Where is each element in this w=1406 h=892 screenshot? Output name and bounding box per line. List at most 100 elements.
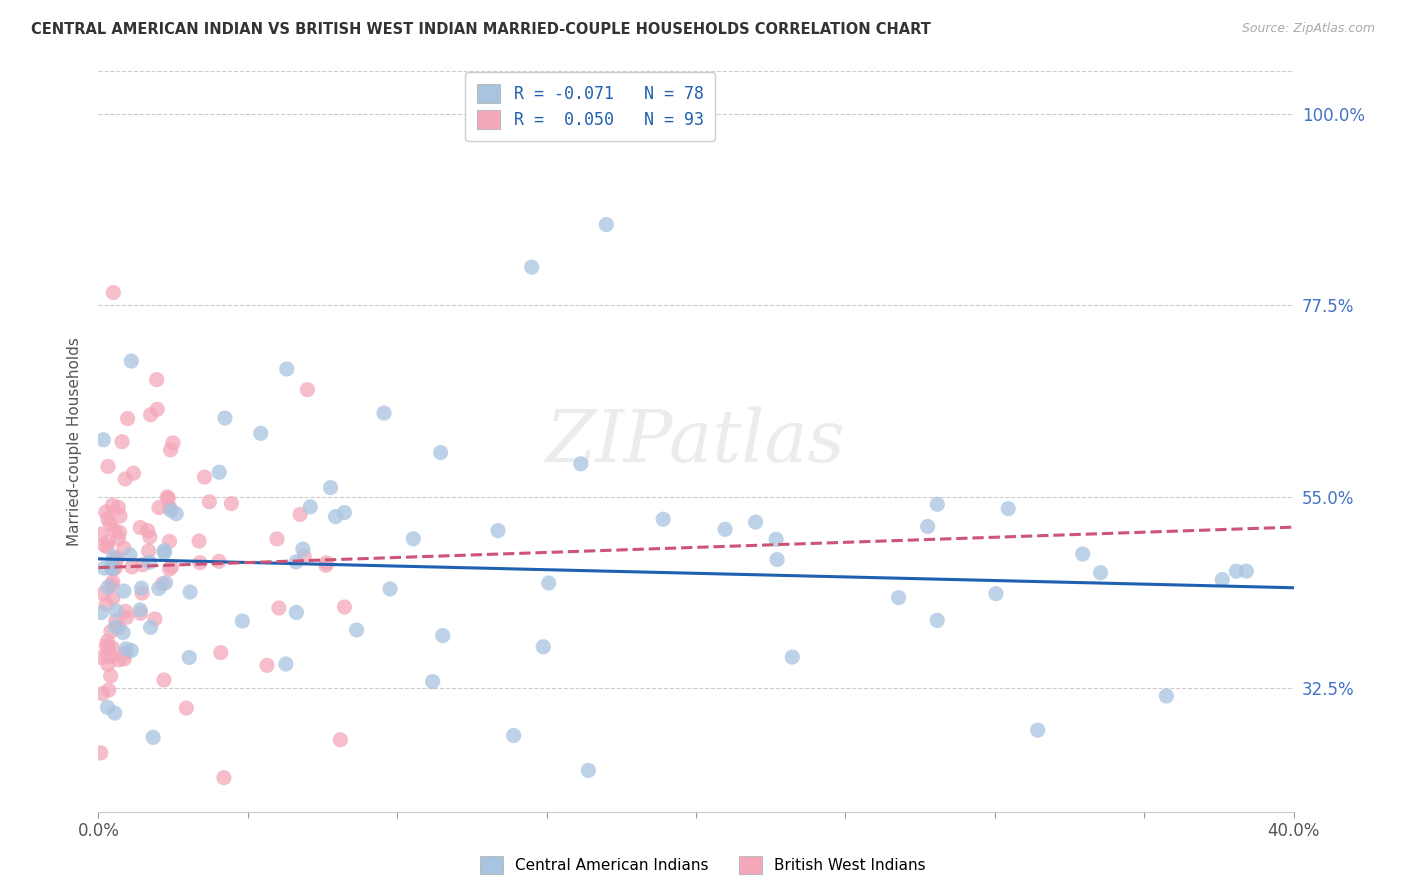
- Legend: Central American Indians, British West Indians: Central American Indians, British West I…: [474, 850, 932, 880]
- Point: [93, 561, 115, 575]
- Point: [139, 530, 162, 544]
- Point: [108, 508, 131, 523]
- Point: [176, 701, 198, 715]
- Point: [112, 541, 135, 555]
- Point: [129, 603, 152, 617]
- Point: [107, 500, 129, 515]
- Point: [569, 457, 592, 471]
- Point: [1090, 566, 1112, 580]
- Legend: R = -0.071   N = 78, R =  0.050   N = 93: R = -0.071 N = 78, R = 0.050 N = 93: [465, 72, 716, 141]
- Point: [595, 218, 617, 232]
- Point: [927, 497, 949, 511]
- Point: [115, 641, 138, 656]
- Point: [107, 532, 129, 546]
- Point: [96, 639, 118, 653]
- Point: [129, 520, 152, 534]
- Point: [93, 538, 115, 552]
- Point: [96, 634, 118, 648]
- Point: [153, 546, 176, 560]
- Point: [153, 673, 176, 687]
- Point: [97, 657, 120, 672]
- Point: [221, 497, 243, 511]
- Point: [108, 620, 131, 634]
- Point: [537, 576, 560, 591]
- Point: [291, 542, 314, 557]
- Point: [179, 650, 201, 665]
- Point: [122, 466, 145, 480]
- Point: [288, 508, 311, 522]
- Point: [193, 470, 215, 484]
- Point: [120, 354, 142, 368]
- Point: [162, 436, 184, 450]
- Point: [121, 560, 143, 574]
- Point: [782, 650, 804, 665]
- Point: [179, 585, 201, 599]
- Point: [90, 606, 112, 620]
- Point: [112, 584, 135, 599]
- Point: [156, 490, 179, 504]
- Point: [274, 657, 297, 671]
- Point: [96, 700, 118, 714]
- Point: [94, 505, 117, 519]
- Point: [266, 532, 288, 546]
- Point: [160, 503, 183, 517]
- Point: [142, 731, 165, 745]
- Point: [100, 669, 122, 683]
- Point: [1211, 573, 1233, 587]
- Point: [267, 601, 290, 615]
- Point: [93, 586, 115, 600]
- Point: [744, 515, 766, 529]
- Point: [297, 383, 319, 397]
- Point: [198, 495, 221, 509]
- Point: [139, 408, 162, 422]
- Point: [1071, 547, 1094, 561]
- Point: [486, 524, 509, 538]
- Point: [159, 534, 181, 549]
- Point: [104, 552, 127, 566]
- Point: [103, 285, 125, 300]
- Point: [90, 650, 112, 665]
- Point: [432, 629, 454, 643]
- Point: [101, 591, 124, 606]
- Point: [97, 534, 120, 549]
- Point: [104, 560, 127, 574]
- Point: [105, 552, 128, 566]
- Point: [165, 507, 187, 521]
- Point: [378, 582, 401, 596]
- Point: [143, 612, 166, 626]
- Point: [105, 550, 128, 565]
- Point: [152, 576, 174, 591]
- Point: [325, 509, 347, 524]
- Point: [114, 646, 136, 660]
- Point: [652, 512, 675, 526]
- Point: [120, 643, 142, 657]
- Point: [148, 582, 170, 596]
- Point: [138, 555, 160, 569]
- Point: [93, 433, 115, 447]
- Point: [139, 620, 162, 634]
- Point: [429, 445, 451, 459]
- Point: [159, 500, 181, 515]
- Point: [502, 729, 524, 743]
- Point: [103, 523, 125, 537]
- Point: [212, 771, 235, 785]
- Point: [209, 646, 232, 660]
- Point: [285, 606, 308, 620]
- Point: [105, 604, 128, 618]
- Point: [402, 532, 425, 546]
- Point: [97, 580, 120, 594]
- Point: [997, 501, 1019, 516]
- Point: [329, 732, 352, 747]
- Point: [315, 556, 337, 570]
- Point: [299, 500, 322, 514]
- Point: [1156, 689, 1178, 703]
- Point: [1234, 564, 1257, 578]
- Text: ZIPatlas: ZIPatlas: [546, 406, 846, 477]
- Point: [346, 623, 368, 637]
- Point: [115, 610, 138, 624]
- Point: [103, 549, 125, 564]
- Point: [100, 624, 122, 639]
- Point: [1026, 723, 1049, 738]
- Point: [148, 500, 170, 515]
- Point: [373, 406, 395, 420]
